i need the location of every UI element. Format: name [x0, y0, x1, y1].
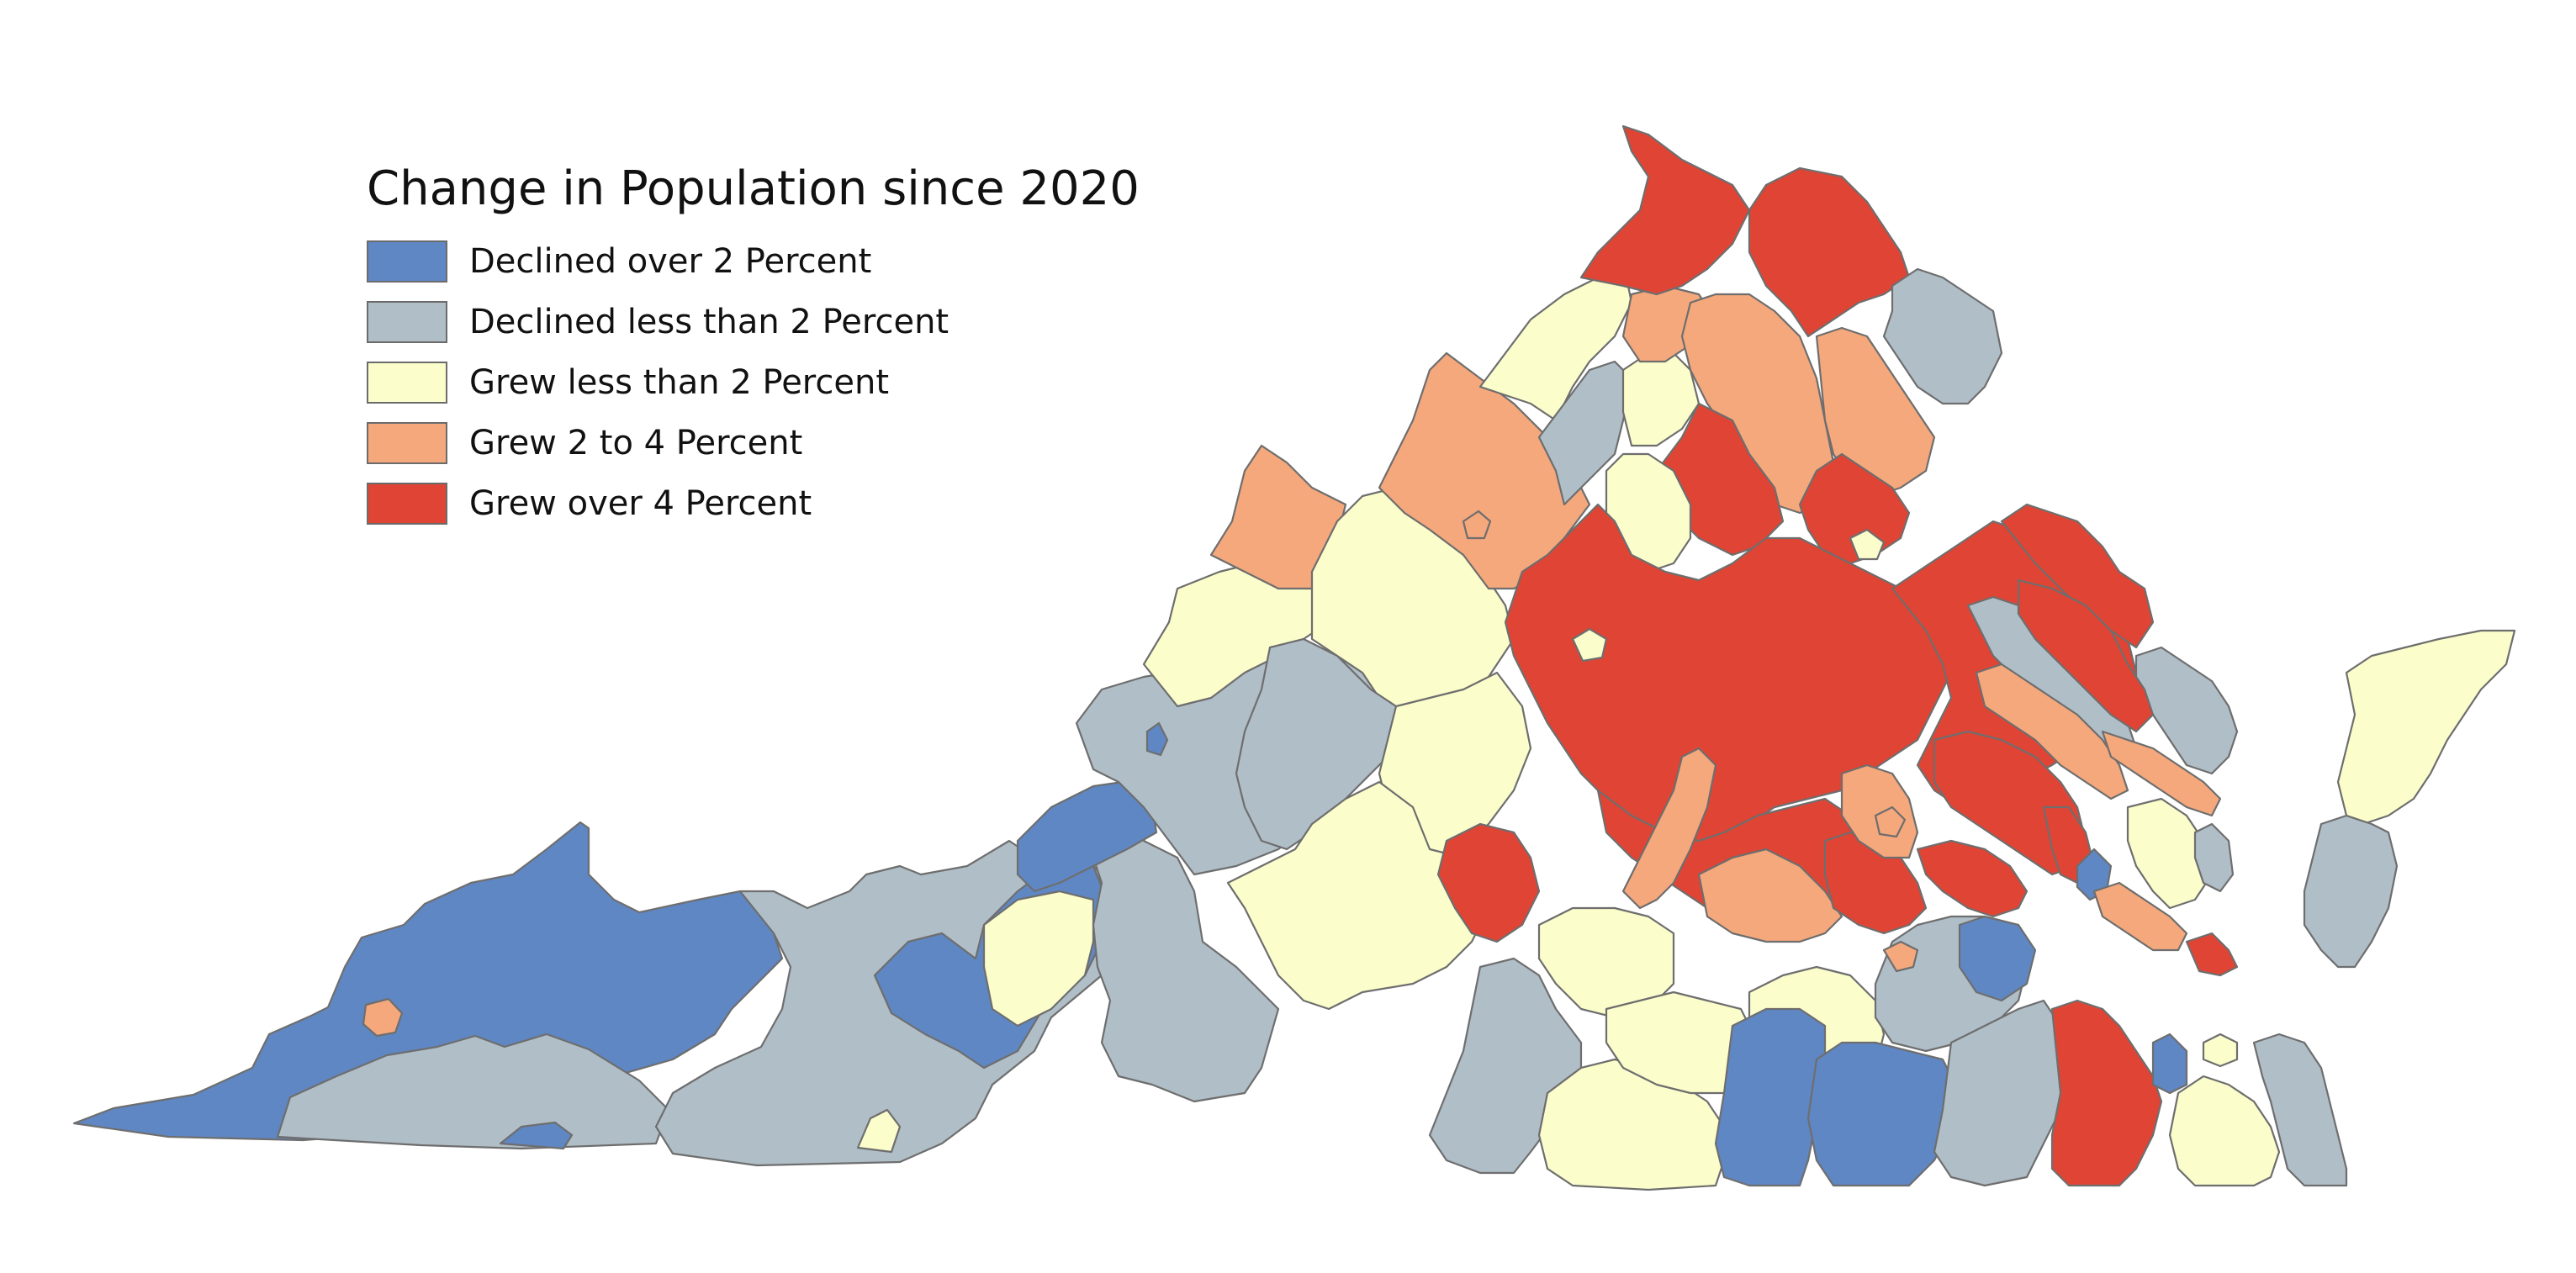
- legend: Change in Population since 2020 Declined…: [367, 161, 1140, 534]
- county-dinwiddie-area: [1621, 747, 1717, 910]
- county-gloucester-area: [2101, 730, 2222, 817]
- county-lynchburg-area: [982, 890, 1095, 1027]
- county-rockingham-city: [1462, 510, 1492, 540]
- legend-item-declined-over-2: Declined over 2 Percent: [367, 231, 1140, 292]
- county-norfolk: [2151, 1033, 2188, 1095]
- county-lee-pocket: [362, 997, 404, 1038]
- county-petersburg-area: [1840, 763, 1919, 859]
- county-sussex-pocket: [1882, 940, 1919, 973]
- legend-item-grew-2-4: Grew 2 to 4 Percent: [367, 413, 1140, 473]
- legend-label: Grew over 4 Percent: [469, 484, 812, 523]
- legend-swatch: [367, 240, 447, 283]
- county-southwest-border: [276, 1033, 670, 1150]
- county-eastern-shore-south: [2303, 814, 2399, 969]
- county-charlottesville-city: [1571, 627, 1608, 663]
- county-virginia-beach-chesapeake-east: [2168, 1075, 2281, 1187]
- county-norfolk-yellow: [2202, 1033, 2239, 1068]
- county-roanoke-blue: [1016, 780, 1158, 893]
- legend-item-grew-over-4: Grew over 4 Percent: [367, 473, 1140, 534]
- county-southampton: [1958, 915, 2037, 1002]
- county-eastern-shore-north: [2336, 629, 2516, 826]
- legend-item-grew-less-2: Grew less than 2 Percent: [367, 352, 1140, 413]
- county-central-yellow: [1226, 780, 1499, 1011]
- county-frederick: [1579, 124, 1751, 296]
- legend-swatch: [367, 422, 447, 464]
- county-amelia-area: [1697, 848, 1843, 943]
- county-hampton: [2185, 932, 2239, 977]
- county-polygons: [72, 124, 2516, 1191]
- county-suffolk-gray: [1933, 999, 2071, 1187]
- county-shenandoah-gray2: [1537, 360, 1633, 506]
- county-mathews: [2193, 822, 2235, 893]
- county-small-city-south: [856, 1108, 902, 1154]
- county-virginia-beach: [2252, 1033, 2348, 1187]
- county-central-piedmont: [1504, 503, 1953, 851]
- legend-label: Grew 2 to 4 Percent: [469, 424, 803, 462]
- legend-label: Declined over 2 Percent: [469, 242, 872, 281]
- county-southside-south-central: [1806, 1041, 1961, 1187]
- legend-swatch: [367, 301, 447, 343]
- county-rockingham: [1378, 351, 1591, 590]
- legend-label: Declined less than 2 Percent: [469, 303, 949, 341]
- county-halifax-pocket: [1436, 822, 1541, 943]
- county-hanover-east: [2000, 503, 2155, 649]
- county-goochland-area: [1975, 663, 2129, 800]
- county-orange-city: [1849, 528, 1886, 561]
- county-central-blue-city: [1145, 721, 1169, 757]
- legend-item-declined-less-2: Declined less than 2 Percent: [367, 292, 1140, 352]
- legend-title: Change in Population since 2020: [367, 161, 1140, 216]
- county-suffolk-isle-of-wight: [2050, 999, 2163, 1187]
- county-southwest-small: [499, 1121, 574, 1150]
- county-petersburg-city: [1874, 806, 1907, 838]
- county-stafford: [1798, 452, 1911, 565]
- county-richmond-east: [2017, 578, 2155, 733]
- legend-label: Grew less than 2 Percent: [469, 363, 890, 402]
- county-york-area: [2092, 881, 2188, 952]
- county-south-central: [1714, 1007, 1827, 1187]
- county-prince-george: [1916, 839, 2029, 918]
- legend-swatch: [367, 362, 447, 404]
- county-gloucester-yellow: [2126, 797, 2214, 910]
- county-northern-virginia-inner: [1882, 267, 2003, 405]
- legend-swatch: [367, 483, 447, 525]
